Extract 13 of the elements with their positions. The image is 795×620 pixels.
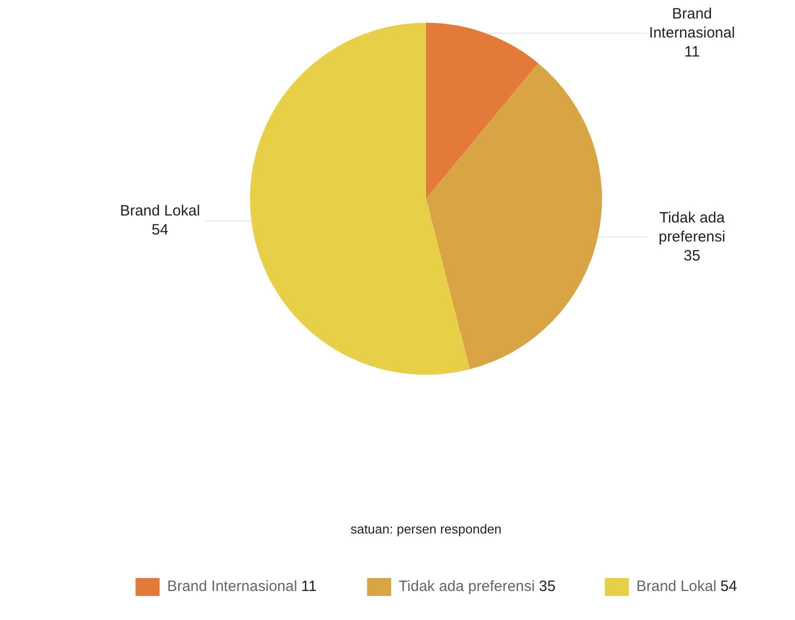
- text: 35: [538, 578, 556, 596]
- data-label: 35: [684, 247, 700, 264]
- data-label: 11: [684, 43, 700, 60]
- data-label: 54: [152, 222, 168, 238]
- text: satuan: persen responden: [350, 522, 502, 537]
- text: 11: [301, 578, 317, 596]
- text: 54: [720, 578, 738, 596]
- legend-label: Brand Internasional: [167, 578, 298, 596]
- legend-label: Tidak ada preferensi: [398, 578, 535, 596]
- legend-label: Brand Lokal: [636, 578, 716, 596]
- slice-label: Brand Lokal: [120, 202, 200, 220]
- slice-label: Tidak ada preferensi: [658, 209, 726, 246]
- slice-label: Brand Internasional: [649, 5, 735, 42]
